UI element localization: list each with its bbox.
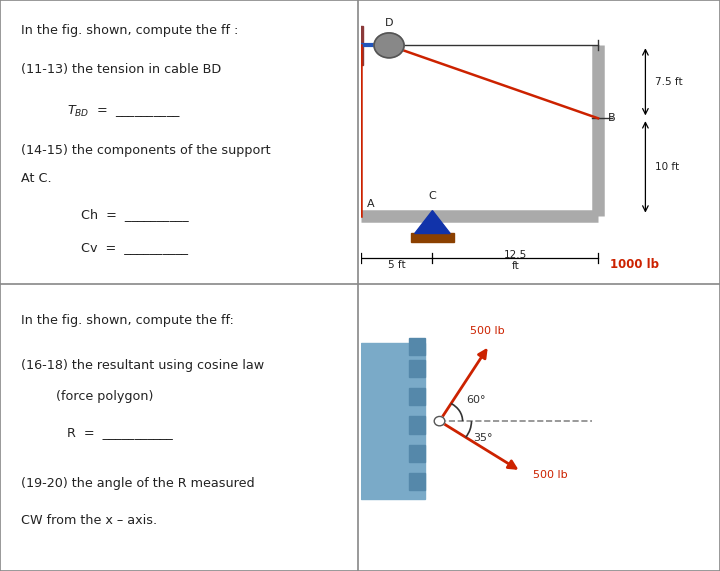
Bar: [410, 473, 426, 490]
Text: CW from the x – axis.: CW from the x – axis.: [21, 514, 157, 527]
Text: C: C: [428, 191, 436, 201]
Text: 500 lb: 500 lb: [534, 469, 568, 480]
Bar: [410, 388, 426, 405]
Text: R  =  ___________: R = ___________: [67, 427, 173, 440]
Text: 12.5
ft: 12.5 ft: [503, 250, 527, 271]
Text: (11-13) the tension in cable BD: (11-13) the tension in cable BD: [21, 63, 221, 76]
Text: (force polygon): (force polygon): [56, 390, 153, 403]
Bar: [350, 26, 364, 65]
Circle shape: [434, 416, 445, 426]
Text: A: A: [367, 199, 375, 209]
Text: 500 lb: 500 lb: [470, 327, 505, 336]
Text: (16-18) the resultant using cosine law: (16-18) the resultant using cosine law: [21, 359, 264, 372]
Text: B: B: [608, 113, 616, 123]
Bar: [361, 343, 426, 499]
Text: (19-20) the angle of the R measured: (19-20) the angle of the R measured: [21, 477, 255, 490]
Bar: [410, 338, 426, 356]
Bar: [410, 416, 426, 433]
Text: Ch  =  __________: Ch = __________: [81, 208, 189, 221]
Text: Cv  =  __________: Cv = __________: [81, 241, 188, 254]
Text: (14-15) the components of the support: (14-15) the components of the support: [21, 144, 271, 156]
Bar: [410, 445, 426, 462]
Text: At C.: At C.: [21, 171, 52, 184]
Circle shape: [374, 33, 404, 58]
Text: 5 ft: 5 ft: [388, 260, 406, 270]
Text: 7.5 ft: 7.5 ft: [655, 77, 683, 87]
Bar: [410, 234, 454, 242]
Text: 35°: 35°: [473, 433, 492, 444]
Text: 60°: 60°: [466, 395, 486, 405]
Text: In the fig. shown, compute the ff :: In the fig. shown, compute the ff :: [21, 24, 238, 37]
Polygon shape: [415, 211, 450, 234]
Text: $T_{BD}$  =  __________: $T_{BD}$ = __________: [67, 103, 181, 119]
Text: D: D: [384, 18, 393, 28]
Text: 10 ft: 10 ft: [655, 162, 680, 172]
Bar: [410, 360, 426, 377]
Text: In the fig. shown, compute the ff:: In the fig. shown, compute the ff:: [21, 314, 234, 327]
Text: 1000 lb: 1000 lb: [610, 258, 659, 271]
